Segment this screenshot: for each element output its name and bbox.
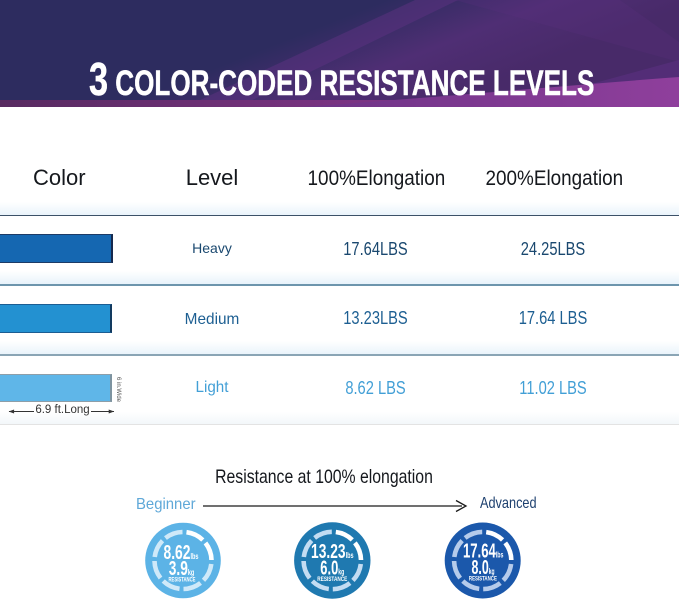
svg-text:RESISTANCE: RESISTANCE <box>169 577 196 583</box>
svg-text:17.64lbs: 17.64lbs <box>463 541 504 563</box>
svg-text:8.62lbs: 8.62lbs <box>164 542 199 564</box>
svg-text:RESISTANCE: RESISTANCE <box>469 577 497 583</box>
svg-text:RESISTANCE: RESISTANCE <box>317 577 347 583</box>
svg-text:13.23lbs: 13.23lbs <box>311 541 354 563</box>
svg-text:6 in.Wide: 6 in.Wide <box>115 377 121 403</box>
